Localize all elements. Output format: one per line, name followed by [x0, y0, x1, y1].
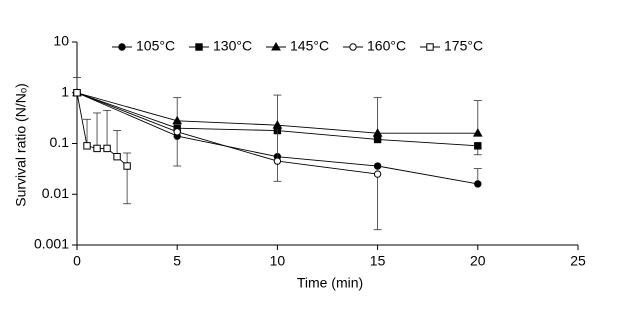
x-axis-label: Time (min) — [297, 275, 363, 291]
marker — [474, 142, 482, 150]
marker — [271, 41, 281, 51]
marker — [93, 144, 101, 153]
marker — [195, 43, 203, 51]
marker — [373, 135, 382, 144]
marker — [103, 144, 111, 153]
marker — [73, 89, 81, 97]
marker — [172, 115, 183, 125]
y-axis-label: Survival ratio (N/Nₒ) — [13, 83, 29, 207]
marker — [472, 128, 483, 137]
x-tick-label: 0 — [73, 253, 81, 269]
legend-label: 160°C — [367, 38, 406, 54]
y-tick-label: 1 — [61, 83, 69, 99]
marker — [83, 142, 91, 150]
marker — [118, 43, 126, 51]
marker — [272, 120, 283, 129]
x-tick-label: 5 — [173, 253, 181, 269]
marker — [113, 152, 121, 161]
marker — [474, 180, 482, 188]
marker — [173, 128, 181, 136]
marker — [123, 162, 131, 170]
marker — [373, 162, 382, 170]
legend-label: 105°C — [136, 38, 175, 54]
marker — [373, 170, 382, 178]
series-line — [76, 92, 378, 175]
x-tick-label: 10 — [270, 253, 286, 269]
x-tick-label: 15 — [370, 253, 386, 269]
marker — [273, 157, 282, 165]
marker — [426, 43, 434, 51]
x-tick-label: 20 — [470, 253, 486, 269]
y-tick-label: 0.001 — [34, 236, 69, 252]
legend-label: 145°C — [290, 38, 329, 54]
x-tick-label: 25 — [570, 253, 586, 269]
y-tick-label: 10 — [53, 33, 69, 49]
marker — [372, 128, 383, 137]
legend-label: 130°C — [213, 38, 252, 54]
y-tick-label: 0.1 — [50, 134, 70, 150]
y-tick-label: 0.01 — [42, 185, 69, 201]
marker — [349, 43, 357, 51]
legend-label: 175°C — [444, 38, 483, 54]
